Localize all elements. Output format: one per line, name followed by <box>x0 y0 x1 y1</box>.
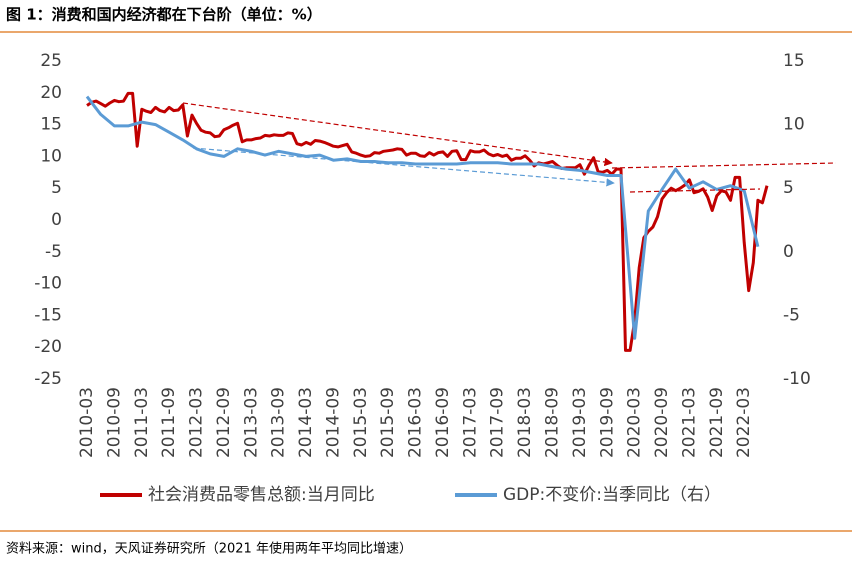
x-tick-label: 2020-03 <box>625 387 645 458</box>
trend-line <box>611 162 837 169</box>
y-tick-label: 15 <box>40 115 62 135</box>
y2-tick-label: 0 <box>783 242 794 262</box>
y-tick-label: 0 <box>51 210 62 230</box>
x-tick-label: 2016-03 <box>406 387 426 458</box>
y-tick-label: -20 <box>34 337 62 357</box>
x-tick-label: 2016-09 <box>433 387 453 458</box>
y-tick-label: -15 <box>34 305 62 325</box>
series-line <box>86 91 769 352</box>
y-tick-label: -5 <box>45 242 62 262</box>
legend-label: GDP:不变价:当季同比（右） <box>503 485 721 505</box>
x-tick-label: 2019-09 <box>597 387 617 458</box>
x-tick-label: 2022-03 <box>734 387 754 458</box>
x-tick-label: 2013-03 <box>241 387 261 458</box>
y-tick-label: 10 <box>40 146 62 166</box>
y-tick-label: -10 <box>34 274 62 294</box>
source-note: 资料来源：wind，天风证券研究所（2021 年使用两年平均同比增速） <box>6 541 412 557</box>
x-tick-label: 2018-03 <box>515 387 535 458</box>
x-tick-label: 2021-09 <box>707 387 727 458</box>
plot-area: -25 -20 -15 -10 -5 0 5 10 15 20 25 -10 -5 0 5 10 15 2010-… <box>34 51 811 505</box>
trend-arrow <box>192 147 615 187</box>
x-tick-label: 2011-09 <box>159 387 179 458</box>
y2-tick-label: -10 <box>783 369 811 389</box>
y-tick-label: 5 <box>51 178 62 198</box>
y-tick-label: 25 <box>40 51 62 71</box>
chart-title: 图 1：消费和国内经济都在下台阶（单位：%） <box>6 6 322 24</box>
series-line <box>85 95 760 340</box>
x-tick-label: 2012-09 <box>214 387 234 458</box>
y-tick-label: -25 <box>34 369 62 389</box>
x-tick-label: 2012-03 <box>187 387 207 458</box>
x-tick-label: 2014-09 <box>323 387 343 458</box>
x-tick-label: 2020-09 <box>652 387 672 458</box>
x-tick-label: 2019-03 <box>570 387 590 458</box>
x-tick-label: 2017-09 <box>488 387 508 458</box>
y2-tick-label: 10 <box>783 115 805 135</box>
y2-tick-label: 15 <box>783 51 805 71</box>
x-tick-label: 2015-09 <box>378 387 398 458</box>
trend-line <box>629 188 761 193</box>
x-tick-label: 2017-03 <box>460 387 480 458</box>
x-tick-label: 2018-09 <box>543 387 563 458</box>
y-tick-label: 20 <box>40 83 62 103</box>
x-tick-label: 2014-03 <box>296 387 316 458</box>
x-tick-label: 2010-03 <box>77 387 97 458</box>
x-tick-label: 2011-03 <box>132 387 152 458</box>
trend-arrow <box>182 102 613 167</box>
x-tick-label: 2021-03 <box>679 387 699 458</box>
x-tick-label: 2015-03 <box>351 387 371 458</box>
y2-tick-label: -5 <box>783 305 800 325</box>
legend-label: 社会消费品零售总额:当月同比 <box>148 485 375 505</box>
y2-tick-label: 5 <box>783 178 794 198</box>
x-tick-label: 2013-09 <box>269 387 289 458</box>
x-tick-label: 2010-09 <box>104 387 124 458</box>
